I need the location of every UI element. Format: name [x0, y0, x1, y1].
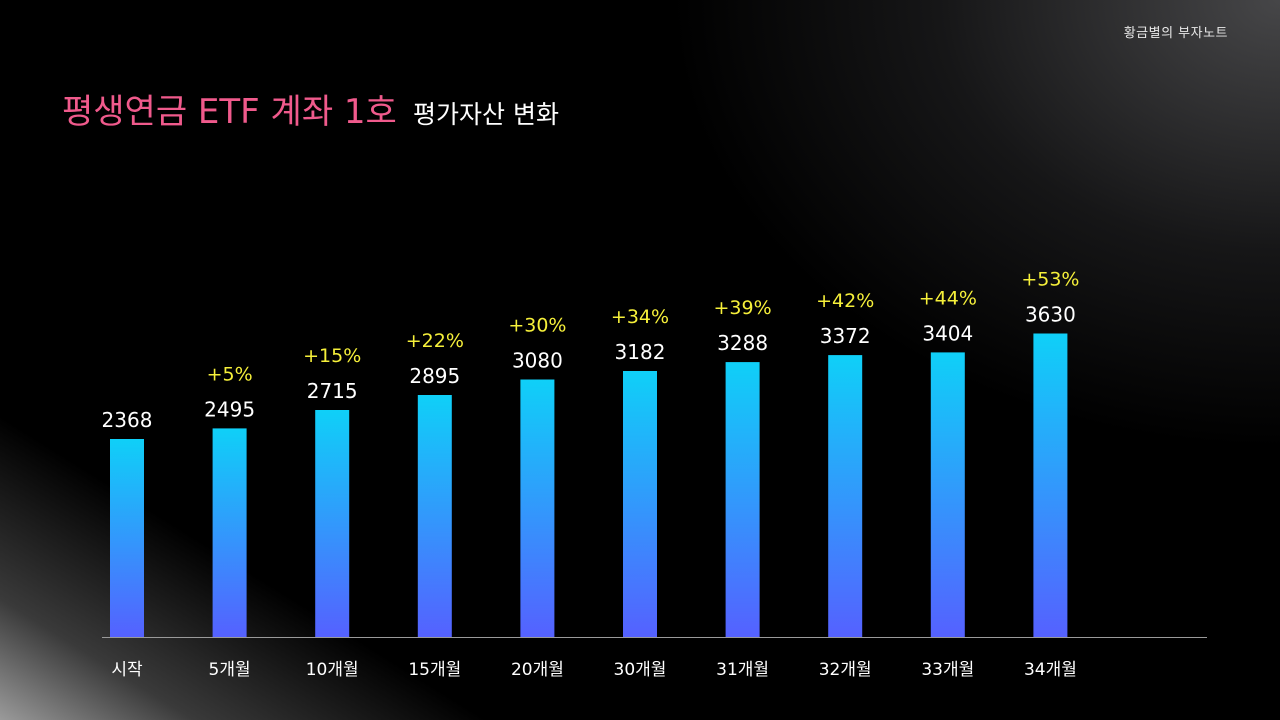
- bar-2: [315, 410, 350, 637]
- x-tick-label: 20개월: [511, 660, 564, 680]
- bar-value-label: 2715: [307, 379, 358, 403]
- bar-6: [725, 362, 760, 637]
- bar-3: [417, 395, 452, 637]
- x-tick-label: 시작: [111, 660, 143, 680]
- x-tick-label: 31개월: [716, 660, 769, 680]
- bar-value-label: 2895: [409, 364, 460, 388]
- bar-5: [623, 371, 657, 637]
- bar-8: [930, 352, 965, 637]
- growth-percent-label: +53%: [1021, 269, 1079, 291]
- x-tick-label: 34개월: [1024, 660, 1077, 680]
- brand-label: 황금별의 부자노트: [1123, 26, 1228, 41]
- growth-percent-label: +39%: [714, 297, 772, 319]
- bar-value-label: 3404: [922, 321, 973, 345]
- growth-percent-label: +42%: [816, 290, 874, 312]
- bar-7: [828, 355, 863, 637]
- bar-0: [110, 439, 144, 637]
- bar-value-label: 3288: [717, 331, 768, 355]
- growth-percent-label: +5%: [207, 363, 253, 385]
- growth-percent-label: +30%: [508, 315, 566, 337]
- bar-1: [212, 428, 247, 637]
- x-tick-label: 10개월: [306, 660, 359, 680]
- growth-percent-label: +34%: [611, 306, 669, 328]
- bar-value-label: 2368: [102, 408, 153, 432]
- x-tick-label: 15개월: [408, 660, 461, 680]
- bar-value-label: 3630: [1025, 303, 1076, 327]
- growth-percent-label: +44%: [919, 287, 977, 309]
- chart-title-main: 평생연금 ETF 계좌 1호: [62, 92, 397, 132]
- bar-9: [1033, 333, 1068, 637]
- chart-title-sub: 평가자산 변화: [413, 100, 559, 129]
- bar-value-label: 3080: [512, 349, 563, 373]
- growth-percent-label: +15%: [303, 345, 361, 367]
- chart-title: 평생연금 ETF 계좌 1호 평가자산 변화: [62, 84, 559, 133]
- bar-4: [520, 379, 555, 637]
- growth-percent-label: +22%: [406, 330, 464, 352]
- x-tick-label: 5개월: [209, 660, 251, 680]
- x-tick-label: 30개월: [614, 660, 667, 680]
- bar-value-label: 3182: [615, 340, 666, 364]
- x-tick-label: 33개월: [921, 660, 974, 680]
- x-tick-label: 32개월: [819, 660, 872, 680]
- bar-value-label: 3372: [820, 324, 871, 348]
- bar-value-label: 2495: [204, 397, 255, 421]
